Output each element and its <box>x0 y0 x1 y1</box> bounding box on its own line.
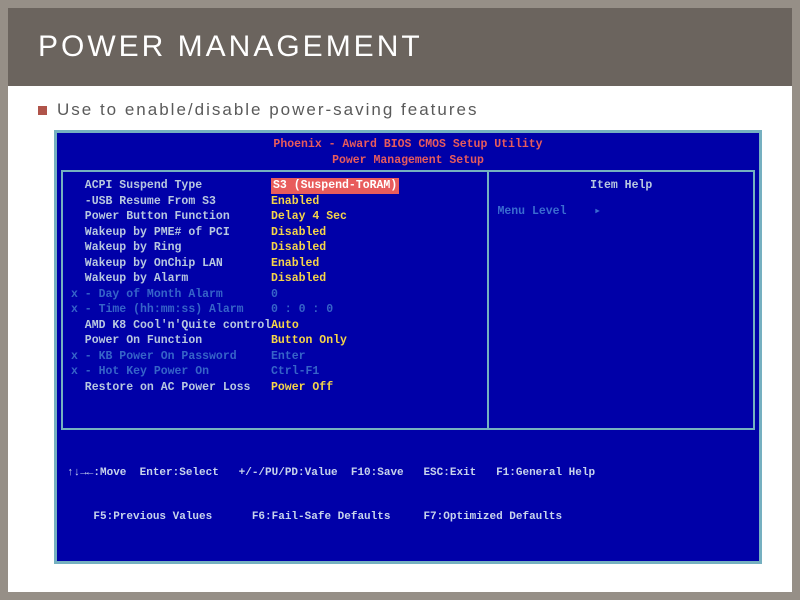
option-label: AMD K8 Cool'n'Quite control <box>71 318 271 334</box>
bios-option-row[interactable]: AMD K8 Cool'n'Quite controlAuto <box>71 318 479 334</box>
option-value: 0 <box>271 287 278 303</box>
option-value: Enabled <box>271 194 319 210</box>
bios-option-row[interactable]: Wakeup by PME# of PCIDisabled <box>71 225 479 241</box>
option-value: Power Off <box>271 380 333 396</box>
option-label: Restore on AC Power Loss <box>71 380 271 396</box>
bios-option-row[interactable]: x - KB Power On PasswordEnter <box>71 349 479 365</box>
bios-option-row[interactable]: Wakeup by OnChip LANEnabled <box>71 256 479 272</box>
bios-option-row[interactable]: Wakeup by RingDisabled <box>71 240 479 256</box>
slide: POWER MANAGEMENT Use to enable/disable p… <box>8 8 792 592</box>
option-label: Power Button Function <box>71 209 271 225</box>
option-value: 0 : 0 : 0 <box>271 302 333 318</box>
option-label: x - Day of Month Alarm <box>71 287 271 303</box>
bios-header-line1: Phoenix - Award BIOS CMOS Setup Utility <box>57 137 759 153</box>
help-menu-level: Menu Level ▸ <box>497 204 745 220</box>
option-value: Disabled <box>271 240 326 256</box>
option-value: Ctrl-F1 <box>271 364 319 380</box>
option-label: x - Hot Key Power On <box>71 364 271 380</box>
help-title: Item Help <box>497 178 745 194</box>
bios-option-row[interactable]: -USB Resume From S3Enabled <box>71 194 479 210</box>
footer-line1: ↑↓→←:Move Enter:Select +/-/PU/PD:Value F… <box>67 466 749 481</box>
bios-option-row[interactable]: Wakeup by AlarmDisabled <box>71 271 479 287</box>
option-label: Wakeup by OnChip LAN <box>71 256 271 272</box>
option-value: Disabled <box>271 271 326 287</box>
option-value: Enter <box>271 349 306 365</box>
option-label: Wakeup by PME# of PCI <box>71 225 271 241</box>
option-label: x - KB Power On Password <box>71 349 271 365</box>
slide-title: POWER MANAGEMENT <box>38 30 762 64</box>
bios-footer: ↑↓→←:Move Enter:Select +/-/PU/PD:Value F… <box>57 430 759 561</box>
bios-header-line2: Power Management Setup <box>57 153 759 169</box>
option-value: Auto <box>271 318 299 334</box>
bios-options-panel: ACPI Suspend TypeS3 (Suspend-ToRAM) -USB… <box>61 170 489 430</box>
bios-header: Phoenix - Award BIOS CMOS Setup Utility … <box>57 133 759 170</box>
subtitle-text: Use to enable/disable power-saving featu… <box>57 100 478 120</box>
bullet-icon <box>38 106 47 115</box>
bios-option-row[interactable]: Power Button FunctionDelay 4 Sec <box>71 209 479 225</box>
option-value: Enabled <box>271 256 319 272</box>
option-value: Disabled <box>271 225 326 241</box>
footer-line2: F5:Previous Values F6:Fail-Safe Defaults… <box>67 510 749 525</box>
option-label: Wakeup by Ring <box>71 240 271 256</box>
bios-help-panel: Item Help Menu Level ▸ <box>489 170 755 430</box>
option-label: ACPI Suspend Type <box>71 178 271 194</box>
option-value: Delay 4 Sec <box>271 209 347 225</box>
bios-body: ACPI Suspend TypeS3 (Suspend-ToRAM) -USB… <box>57 170 759 430</box>
title-bar: POWER MANAGEMENT <box>8 8 792 86</box>
bios-option-row[interactable]: x - Hot Key Power OnCtrl-F1 <box>71 364 479 380</box>
bios-option-row[interactable]: ACPI Suspend TypeS3 (Suspend-ToRAM) <box>71 178 479 194</box>
option-value: S3 (Suspend-ToRAM) <box>271 178 399 194</box>
bios-option-row[interactable]: Power On FunctionButton Only <box>71 333 479 349</box>
bios-option-row[interactable]: x - Time (hh:mm:ss) Alarm0 : 0 : 0 <box>71 302 479 318</box>
option-label: Wakeup by Alarm <box>71 271 271 287</box>
option-value: Button Only <box>271 333 347 349</box>
bios-option-row[interactable]: Restore on AC Power LossPower Off <box>71 380 479 396</box>
option-label: -USB Resume From S3 <box>71 194 271 210</box>
option-label: Power On Function <box>71 333 271 349</box>
bios-window: Phoenix - Award BIOS CMOS Setup Utility … <box>54 130 762 564</box>
option-label: x - Time (hh:mm:ss) Alarm <box>71 302 271 318</box>
bios-option-row[interactable]: x - Day of Month Alarm0 <box>71 287 479 303</box>
subtitle-row: Use to enable/disable power-saving featu… <box>8 86 792 130</box>
